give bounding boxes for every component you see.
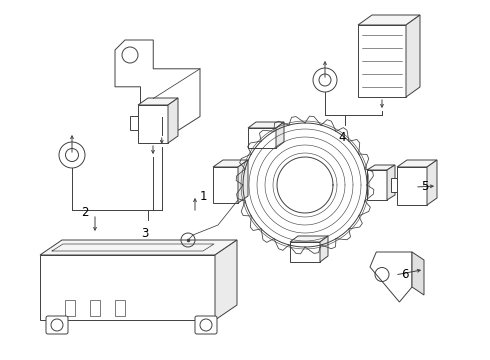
Polygon shape [215, 240, 237, 320]
Polygon shape [358, 25, 406, 97]
Bar [115, 300, 125, 316]
Text: 1: 1 [200, 189, 207, 202]
Polygon shape [290, 242, 320, 262]
FancyBboxPatch shape [46, 316, 68, 334]
Polygon shape [367, 165, 395, 170]
Bar [90, 300, 100, 316]
Bar [391, 179, 397, 192]
Polygon shape [276, 122, 284, 148]
Text: 3: 3 [141, 227, 148, 240]
Polygon shape [138, 105, 168, 143]
Polygon shape [387, 165, 395, 200]
Polygon shape [406, 15, 420, 97]
Polygon shape [40, 255, 215, 320]
Polygon shape [370, 252, 412, 302]
Polygon shape [358, 15, 420, 25]
FancyBboxPatch shape [195, 316, 217, 334]
Polygon shape [412, 252, 424, 295]
Polygon shape [290, 236, 328, 242]
Polygon shape [138, 98, 178, 105]
Polygon shape [213, 160, 248, 167]
Polygon shape [115, 40, 200, 130]
Polygon shape [40, 240, 237, 255]
Polygon shape [238, 160, 248, 203]
Polygon shape [213, 167, 238, 203]
Text: 2: 2 [81, 206, 89, 219]
Bar [65, 300, 75, 316]
Polygon shape [320, 236, 328, 262]
Polygon shape [248, 122, 284, 128]
Text: 5: 5 [421, 180, 428, 194]
Polygon shape [248, 128, 276, 148]
Text: 4: 4 [338, 131, 346, 144]
Text: 6: 6 [401, 269, 409, 282]
Bar [130, 116, 138, 130]
Polygon shape [397, 167, 427, 205]
Polygon shape [427, 160, 437, 205]
Polygon shape [168, 98, 178, 143]
Polygon shape [397, 160, 437, 167]
Polygon shape [367, 170, 387, 200]
